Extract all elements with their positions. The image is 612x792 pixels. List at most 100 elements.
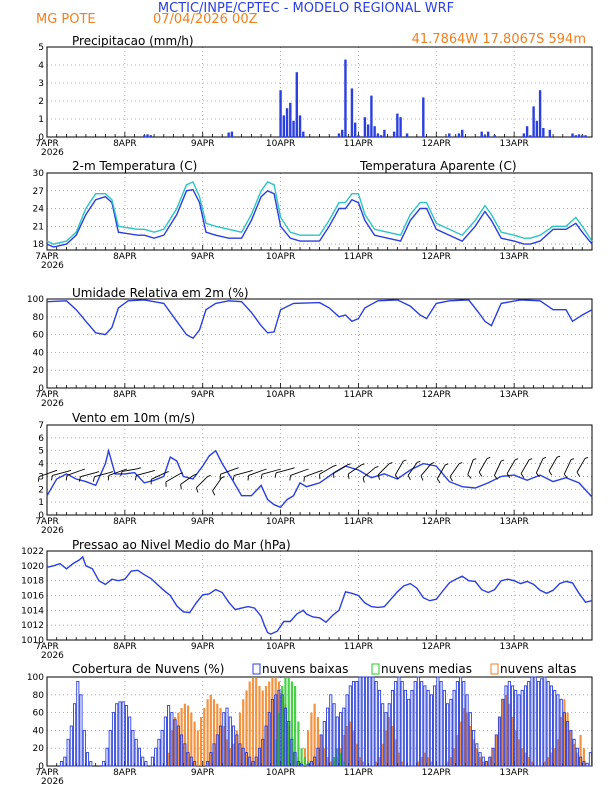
precip-bar [292, 120, 295, 137]
cloud-bar-orange [352, 730, 355, 766]
cloud-bar-blue [215, 734, 219, 767]
cloud-bar-orange [449, 757, 452, 766]
cloud-bar-blue [494, 734, 498, 767]
cloud-bar-green [297, 721, 300, 766]
wind-barb-head [179, 472, 183, 475]
cloud-bar-orange [326, 757, 329, 766]
cloud-bar-blue [390, 689, 395, 767]
cloud-bar-orange [222, 726, 225, 766]
pres-xtick-label: 8APR [113, 642, 137, 652]
cloud-bar-blue [549, 685, 553, 767]
cloud-bar-blue [332, 703, 336, 767]
cloud-bar-blue [121, 701, 125, 767]
cloud-bar-blue [582, 761, 586, 767]
wind-barb-shaft [180, 474, 194, 485]
wind-barb-flag [232, 475, 235, 481]
cloud-bar-blue [501, 698, 505, 767]
wind-barb-head [263, 468, 267, 471]
wind-barb-flag [78, 476, 81, 482]
cloud-bar-blue [144, 761, 148, 767]
cloud-bar-blue [556, 694, 560, 767]
cloud-bar-blue [63, 756, 67, 767]
cloud-bar-orange [511, 717, 514, 766]
cloud-bar-blue [180, 734, 184, 767]
pres-xtick-label: 13APR [499, 642, 528, 652]
precip-bar [422, 97, 425, 137]
cloud-bar-blue [553, 689, 557, 767]
clouds-xtick-label: 9APR [191, 768, 215, 778]
wind-title: Vento em 10m (m/s) [72, 411, 195, 425]
rh-xtick-label: 11APR [344, 390, 373, 400]
cloud-bar-blue [313, 756, 317, 767]
cloud-bar-blue [131, 729, 135, 767]
cloud-bar-blue [585, 762, 589, 767]
precip-bar [357, 135, 360, 137]
precip-bar [392, 131, 396, 137]
wind-barb-head [584, 457, 589, 459]
cloud-bar-blue [569, 729, 573, 767]
temp-legend: Temperatura Aparente (C) [359, 159, 517, 173]
cloud-bar-orange [498, 717, 501, 766]
cloud-bar-orange [527, 757, 530, 766]
precip-panel: 0 1 2 3 4 5 7APR 8APR 9APR 10APR 11APR 12APR 13APR 20… [35, 43, 593, 158]
cloud-bar-blue [141, 756, 145, 767]
cloud-bar-blue [248, 756, 252, 767]
cloud-bar-blue [400, 681, 404, 767]
cloud-bar-orange [183, 703, 186, 766]
cloud-bar-orange [569, 730, 572, 766]
cloud-bar-orange [469, 726, 472, 766]
wind-ytick-label: 3 [38, 472, 44, 482]
temp-series-line [46, 188, 593, 248]
cloud-bar-orange [258, 685, 261, 766]
wind-barb-flag [436, 478, 441, 484]
cloud-bar-orange [232, 743, 235, 767]
wind-barb-flag [506, 473, 511, 479]
wind-barb-head [542, 457, 547, 459]
cloud-bar-orange [459, 721, 462, 766]
temp-series-line [46, 180, 593, 245]
rh-ytick-label: 80 [33, 313, 45, 323]
wind-barb-head [221, 476, 225, 479]
cloud-bar-orange [472, 739, 475, 766]
cloud-bar-green [307, 761, 310, 766]
cloud-bar-green [342, 761, 345, 766]
precip-bar [480, 131, 483, 137]
cloud-bar-blue [274, 694, 278, 767]
header-title: MCTIC/INPE/CPTEC - MODELO REGIONAL WRF [158, 1, 454, 16]
wind-ytick-label: 4 [38, 460, 44, 470]
cloud-bar-blue [128, 716, 132, 767]
precip-bar [373, 126, 376, 137]
clouds-panel: 0 20 40 60 80 100 7APR 8APR 9APR 10APR 11APR 12APR 1… [27, 673, 593, 787]
cloud-bar-orange [521, 748, 524, 766]
legend-swatch-low [252, 663, 261, 675]
wind-barb-shaft [94, 472, 111, 478]
precip-bar [483, 135, 487, 137]
cloud-bar-blue [536, 681, 541, 767]
cloud-bar-orange [514, 730, 517, 766]
wind-barb-shaft [165, 473, 180, 483]
wind-barb-shaft [535, 458, 544, 474]
pres-ytick-label: 1016 [21, 592, 44, 602]
cloud-bar-orange [274, 677, 277, 766]
rh-xtick-label: 7APR [35, 390, 59, 400]
cloud-bar-blue [193, 761, 197, 767]
wind-barb-shaft [362, 467, 376, 479]
wind-barb-head [501, 459, 505, 462]
cloud-bar-orange [378, 757, 381, 766]
cloud-bar-blue [491, 747, 495, 767]
precip-xtick-label: 7APR [35, 139, 59, 149]
cloud-bar-blue [257, 747, 262, 767]
cloud-bar-blue [481, 756, 485, 767]
cloud-bar-blue [283, 707, 287, 767]
cloud-bar-green [284, 677, 287, 766]
wind-barb-shaft [151, 472, 166, 480]
cloud-bar-blue [566, 721, 570, 767]
temp-xtick-label: 7APR [35, 252, 59, 262]
cloud-bar-blue [280, 694, 284, 767]
cloud-bar-blue [459, 676, 463, 767]
cloud-bar-blue [183, 743, 187, 767]
precip-bar [289, 102, 292, 137]
cloud-bar-blue [189, 756, 193, 767]
cloud-bar-blue [355, 681, 359, 767]
wind-xtick-label: 12APR [422, 517, 451, 527]
